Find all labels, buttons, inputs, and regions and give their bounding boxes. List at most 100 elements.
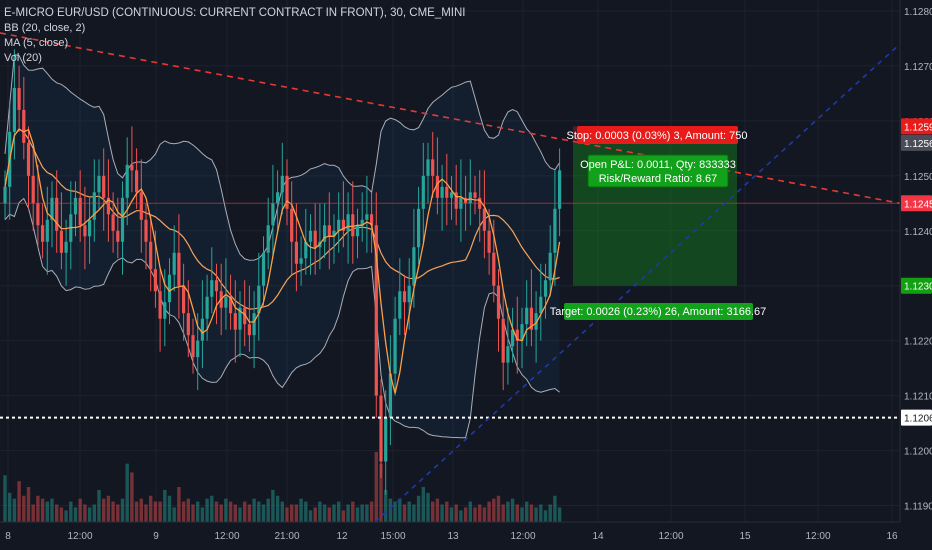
candle-body [276,192,280,204]
candle-body [12,87,16,132]
candle-body [501,318,505,363]
trend-lines[interactable] [0,32,901,523]
volume-bar [233,504,237,522]
volume-bar [487,501,491,522]
price-tick-label: 1.1190 [904,502,932,513]
candle-body [543,280,548,297]
candle-body [182,285,186,314]
candle-body [78,197,82,226]
candle-body [308,230,313,242]
volume-bar [384,489,388,522]
candle-body [200,318,204,341]
candle-body [88,219,92,237]
volume-bar [459,510,463,522]
candle-body [158,291,162,319]
pnl-label-line1: Open P&L: 0.0011, Qty: 833333 [580,159,736,171]
candle-body [294,241,298,264]
volume-bar [3,475,7,522]
price-tick-label: 1.1250 [904,172,932,183]
volume-bar [120,498,125,522]
candle-body [22,109,26,143]
volume-bar [337,501,341,522]
price-tick-label: 1.1280 [904,7,932,18]
bb-fill-area [5,54,560,438]
candle-body [327,225,331,237]
candle-body [73,197,78,215]
candle-body [482,208,486,231]
volume-bar [36,495,40,522]
volume-bar [374,452,378,522]
volume-bar [346,504,350,522]
volume-bar [158,501,162,522]
candle-body [417,208,421,248]
candle-body [196,340,200,358]
candle-body [125,164,129,198]
candle-body [506,346,510,363]
ma-indicator-label[interactable]: MA (5, close) [4,37,69,49]
candle-body [229,296,233,314]
volume-bar [341,510,346,522]
candle-body [332,230,336,237]
price-tick-label: 1.1270 [904,62,932,73]
volume-bar [308,510,313,522]
volume-bar [271,489,275,522]
candle-body [266,225,270,253]
volume-bar [285,507,289,522]
chart-grid [0,0,900,522]
price-label-box [901,118,932,135]
time-axis[interactable]: 8 12:00 9 12:00 21:00 12 15:00 13 12:00 14 12:00 15… [0,521,900,542]
time-tick-label: 9 [153,531,159,542]
volume-bar [275,495,280,522]
volume-bar [299,498,303,522]
time-tick-label: 16 [886,531,898,542]
price-axis[interactable]: 1.12801.12701.12601.12501.12401.12301.12… [899,0,932,550]
volume-bar [163,489,167,522]
candle-body [412,247,416,286]
volume-bar [322,504,327,522]
price-label-text: 1.1245 [904,199,932,210]
candle-body [449,192,454,198]
candle-body [398,291,402,319]
volume-bar [290,504,294,522]
pnl-label-box [587,154,729,188]
price-label-text: 1.1230 [904,282,932,293]
volume-bar [506,501,510,522]
candle-body [135,170,139,193]
volume-bar [92,504,96,522]
volume-bar [228,501,233,522]
volume-bar [200,507,205,522]
target-label-box [564,303,753,320]
candle-body [435,175,439,198]
candle-body [214,280,219,292]
volume-bar [327,507,331,522]
vol-indicator-label[interactable]: Vol (20) [4,52,42,64]
volume-bar [534,507,538,522]
volume-bar [177,487,181,522]
bb-indicator-label[interactable]: BB (20, close, 2) [4,22,86,34]
volume-bar [252,498,256,522]
volume-bars [3,452,562,522]
candle-body [26,142,31,176]
candle-body [97,175,101,193]
candle-body [388,373,392,418]
candle-body [351,214,355,237]
volume-bar [45,501,49,522]
price-label-text: 1.1206 [904,414,932,425]
volume-bar [435,498,440,522]
candle-body [17,87,21,110]
bb-lower-line [4,197,560,439]
bb-basis-line [4,128,560,310]
candle-body [167,274,172,303]
symbol-title[interactable]: E-MICRO EUR/USD (CONTINUOUS: CURRENT CON… [4,7,466,19]
candle-body [407,285,411,303]
price-axis-background [900,0,932,550]
volume-bar [355,507,360,522]
volume-bar [421,487,425,522]
position-zone[interactable] [573,126,737,286]
volume-bar [510,498,515,522]
candle-body [313,230,317,248]
candle-body [111,214,115,231]
candle-body [153,269,157,292]
volume-bar [111,501,115,522]
